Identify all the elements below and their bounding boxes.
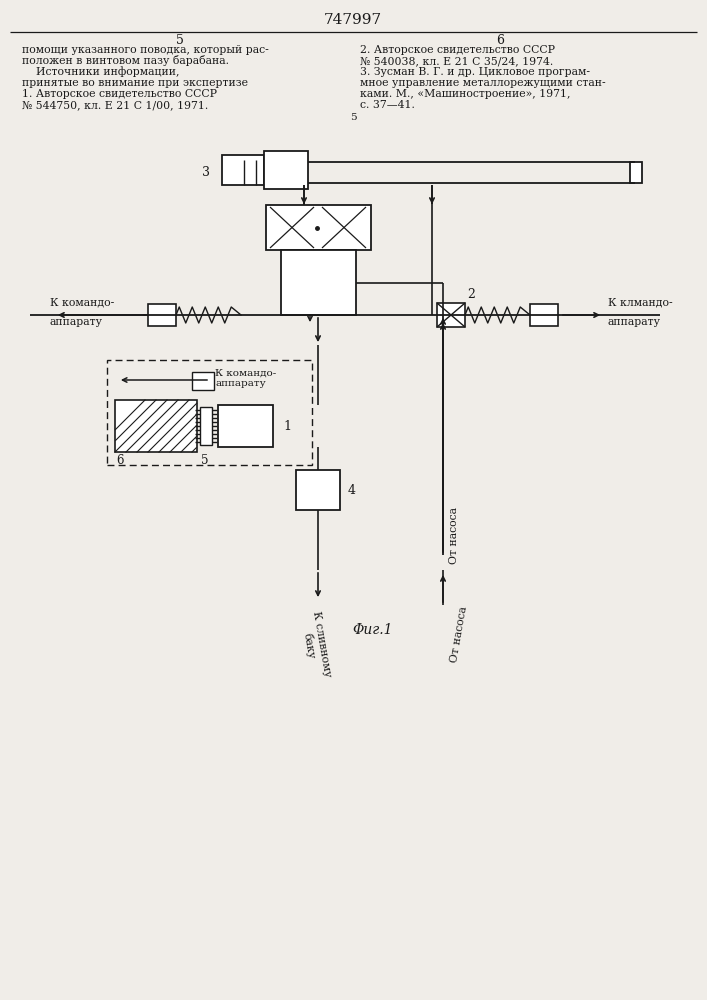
Text: Φиг.1: Φиг.1 bbox=[353, 623, 393, 637]
Text: 3. Зусман В. Г. и др. Цикловое програм-: 3. Зусман В. Г. и др. Цикловое програм- bbox=[360, 67, 590, 77]
Text: аппарату: аппарату bbox=[608, 317, 661, 327]
Text: К сливному
баку: К сливному баку bbox=[298, 610, 332, 680]
Bar bbox=[530, 304, 558, 326]
Text: 2. Авторское свидетельство СССР: 2. Авторское свидетельство СССР bbox=[360, 45, 555, 55]
Text: № 544750, кл. Е 21 С 1/00, 1971.: № 544750, кл. Е 21 С 1/00, 1971. bbox=[22, 100, 209, 110]
Bar bbox=[218, 405, 273, 447]
Bar bbox=[115, 400, 197, 452]
Text: К клмандо-: К клмандо- bbox=[608, 297, 672, 307]
Text: 1: 1 bbox=[283, 420, 291, 432]
Text: 1. Авторское свидетельство СССР: 1. Авторское свидетельство СССР bbox=[22, 89, 217, 99]
Text: 2: 2 bbox=[467, 288, 475, 302]
Text: К командо-: К командо- bbox=[215, 368, 276, 377]
Bar bbox=[222, 155, 264, 185]
Text: мное управление металлорежущими стан-: мное управление металлорежущими стан- bbox=[360, 78, 606, 88]
Text: Источники информации,: Источники информации, bbox=[22, 67, 180, 77]
Text: К командо-: К командо- bbox=[50, 297, 115, 307]
Bar bbox=[630, 162, 642, 183]
Text: аппарату: аппарату bbox=[215, 379, 266, 388]
Text: помощи указанного поводка, который рас-: помощи указанного поводка, который рас- bbox=[22, 45, 269, 55]
Text: аппарату: аппарату bbox=[50, 317, 103, 327]
Text: 6: 6 bbox=[116, 454, 124, 466]
Text: 747997: 747997 bbox=[324, 13, 382, 27]
Text: № 540038, кл. Е 21 С 35/24, 1974.: № 540038, кл. Е 21 С 35/24, 1974. bbox=[360, 56, 554, 66]
Bar bbox=[266, 205, 371, 250]
Text: 5: 5 bbox=[201, 454, 209, 466]
Text: От насоса: От насоса bbox=[449, 605, 469, 663]
Text: 4: 4 bbox=[348, 484, 356, 496]
Text: 5: 5 bbox=[350, 112, 356, 121]
Text: положен в винтовом пазу барабана.: положен в винтовом пазу барабана. bbox=[22, 55, 229, 66]
Text: 3: 3 bbox=[202, 166, 210, 180]
Bar bbox=[281, 250, 356, 315]
Text: ками. М., «Машиностроение», 1971,: ками. М., «Машиностроение», 1971, bbox=[360, 89, 571, 99]
Bar bbox=[200, 407, 212, 445]
Bar bbox=[148, 304, 176, 326]
Bar bbox=[437, 303, 465, 327]
Text: 6: 6 bbox=[496, 33, 504, 46]
Bar bbox=[192, 372, 214, 390]
Text: с. 37—41.: с. 37—41. bbox=[360, 100, 415, 110]
Text: принятые во внимание при экспертизе: принятые во внимание при экспертизе bbox=[22, 78, 248, 88]
Bar bbox=[264, 151, 308, 189]
Bar bbox=[107, 360, 312, 465]
Bar bbox=[296, 470, 340, 510]
Text: 5: 5 bbox=[176, 33, 184, 46]
Text: От насоса: От насоса bbox=[449, 506, 459, 564]
